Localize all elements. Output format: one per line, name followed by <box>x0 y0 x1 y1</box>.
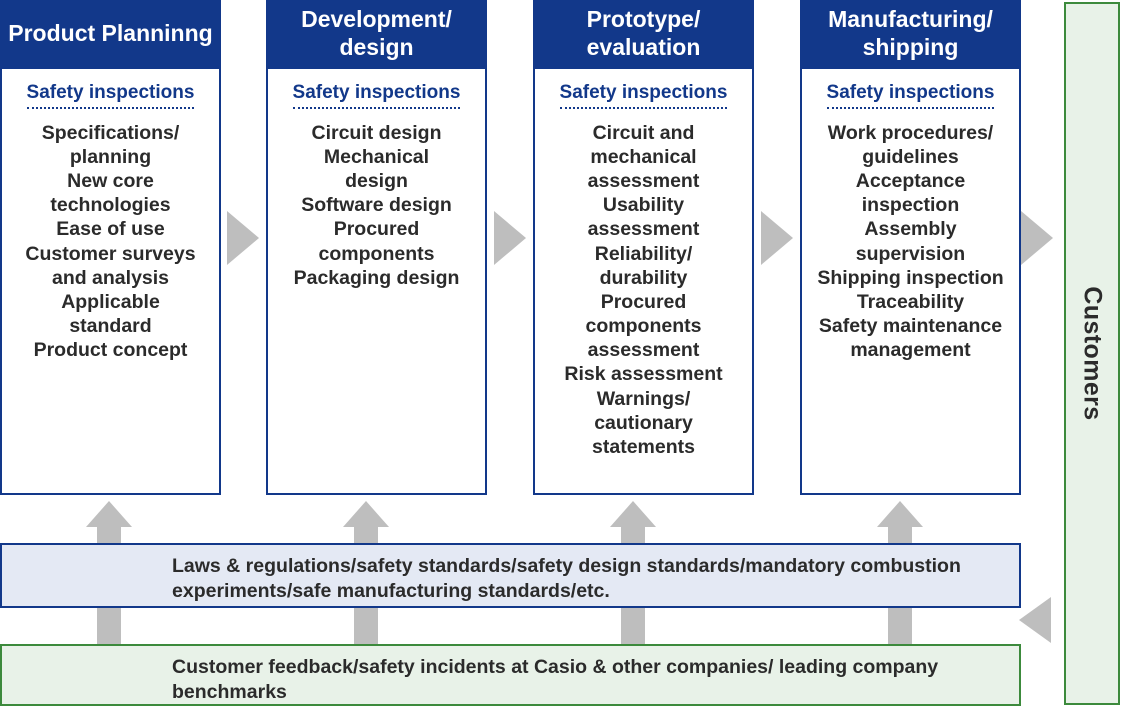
regulations-bar: Laws & regulations/safety standards/safe… <box>0 543 1021 608</box>
safety-inspections-label: Safety inspections <box>26 81 195 109</box>
list-item: Software design <box>301 194 452 217</box>
list-item: Ease of use <box>56 218 165 241</box>
arrow-right-icon <box>227 211 259 265</box>
list-item: Circuit design <box>311 121 442 144</box>
list-item: Traceability <box>856 290 965 313</box>
list-item: assessment <box>587 339 700 362</box>
arrow-up-head <box>610 501 656 527</box>
list-item: Warnings/ <box>596 387 691 410</box>
list-item: Shipping inspection <box>817 266 1004 289</box>
stage-item-list: Specifications/ planning New core techno… <box>8 121 213 363</box>
list-item: and analysis <box>51 266 170 289</box>
list-item: Customer surveys <box>25 242 196 265</box>
connector-stem <box>888 608 912 644</box>
list-item: cautionary <box>594 411 693 434</box>
customers-label: Customers <box>1078 286 1107 421</box>
stage-product-planning: Product Planninng Safety inspections Spe… <box>0 0 221 495</box>
list-item: components <box>585 315 702 338</box>
list-item: Safety maintenance <box>818 315 1003 338</box>
arrow-up-head <box>86 501 132 527</box>
arrow-up-icon <box>610 501 656 549</box>
list-item: Circuit and <box>592 121 695 144</box>
list-item: Procured <box>333 218 420 241</box>
customers-box: Customers <box>1064 2 1120 705</box>
stage-body-prototype-evaluation: Safety inspections Circuit and mechanica… <box>533 69 754 495</box>
stage-header-development-design: Development/ design <box>266 0 487 69</box>
safety-inspections-label: Safety inspections <box>826 81 995 109</box>
list-item: inspection <box>861 194 960 217</box>
list-item: assessment <box>587 218 700 241</box>
stage-item-list: Work procedures/ guidelines Acceptance i… <box>808 121 1013 363</box>
list-item: Risk assessment <box>564 363 723 386</box>
arrow-right-icon <box>1021 211 1053 265</box>
list-item: technologies <box>50 194 171 217</box>
list-item: assessment <box>587 170 700 193</box>
list-item: Reliability/ <box>594 242 693 265</box>
feedback-bar: Customer feedback/safety incidents at Ca… <box>0 644 1021 706</box>
list-item: components <box>318 242 435 265</box>
arrow-right-icon <box>761 211 793 265</box>
stage-development-design: Development/ design Safety inspections C… <box>266 0 487 495</box>
connector-stem <box>354 608 378 644</box>
stage-item-list: Circuit design Mechanical design Softwar… <box>274 121 479 290</box>
list-item: statements <box>592 435 695 458</box>
stage-prototype-evaluation: Prototype/ evaluation Safety inspections… <box>533 0 754 495</box>
list-item: supervision <box>855 242 966 265</box>
list-item: Specifications/ <box>41 121 180 144</box>
regulations-bar-text: Laws & regulations/safety standards/safe… <box>172 555 961 603</box>
list-item: standard <box>69 315 152 338</box>
arrow-up-head <box>877 501 923 527</box>
list-item: Acceptance <box>855 170 966 193</box>
arrow-up-icon <box>343 501 389 549</box>
feedback-bar-text: Customer feedback/safety incidents at Ca… <box>172 656 939 704</box>
stage-manufacturing-shipping: Manufacturing/ shipping Safety inspectio… <box>800 0 1021 495</box>
arrow-left-icon <box>1019 597 1051 643</box>
list-item: Mechanical <box>323 145 430 168</box>
list-item: Usability <box>602 194 685 217</box>
list-item: Work procedures/ <box>827 121 994 144</box>
stage-body-product-planning: Safety inspections Specifications/ plann… <box>0 69 221 495</box>
stage-header-product-planning: Product Planninng <box>0 0 221 69</box>
arrow-up-icon <box>86 501 132 549</box>
list-item: mechanical <box>590 145 697 168</box>
arrow-up-head <box>343 501 389 527</box>
stage-item-list: Circuit and mechanical assessment Usabil… <box>541 121 746 459</box>
stage-header-prototype-evaluation: Prototype/ evaluation <box>533 0 754 69</box>
arrow-right-icon <box>494 211 526 265</box>
list-item: Applicable <box>61 290 160 313</box>
list-item: Packaging design <box>293 266 460 289</box>
list-item: Procured <box>600 290 687 313</box>
list-item: guidelines <box>862 145 959 168</box>
safety-inspections-label: Safety inspections <box>292 81 461 109</box>
list-item: Product concept <box>33 339 188 362</box>
stage-body-manufacturing-shipping: Safety inspections Work procedures/ guid… <box>800 69 1021 495</box>
list-item: management <box>850 339 971 362</box>
stage-header-manufacturing-shipping: Manufacturing/ shipping <box>800 0 1021 69</box>
connector-stem <box>621 608 645 644</box>
arrow-up-icon <box>877 501 923 549</box>
list-item: design <box>345 170 408 193</box>
stage-body-development-design: Safety inspections Circuit design Mechan… <box>266 69 487 495</box>
list-item: Assembly <box>864 218 957 241</box>
list-item: durability <box>599 266 688 289</box>
connector-stem <box>97 608 121 644</box>
list-item: planning <box>69 145 152 168</box>
safety-inspections-label: Safety inspections <box>559 81 728 109</box>
list-item: New core <box>67 170 154 193</box>
